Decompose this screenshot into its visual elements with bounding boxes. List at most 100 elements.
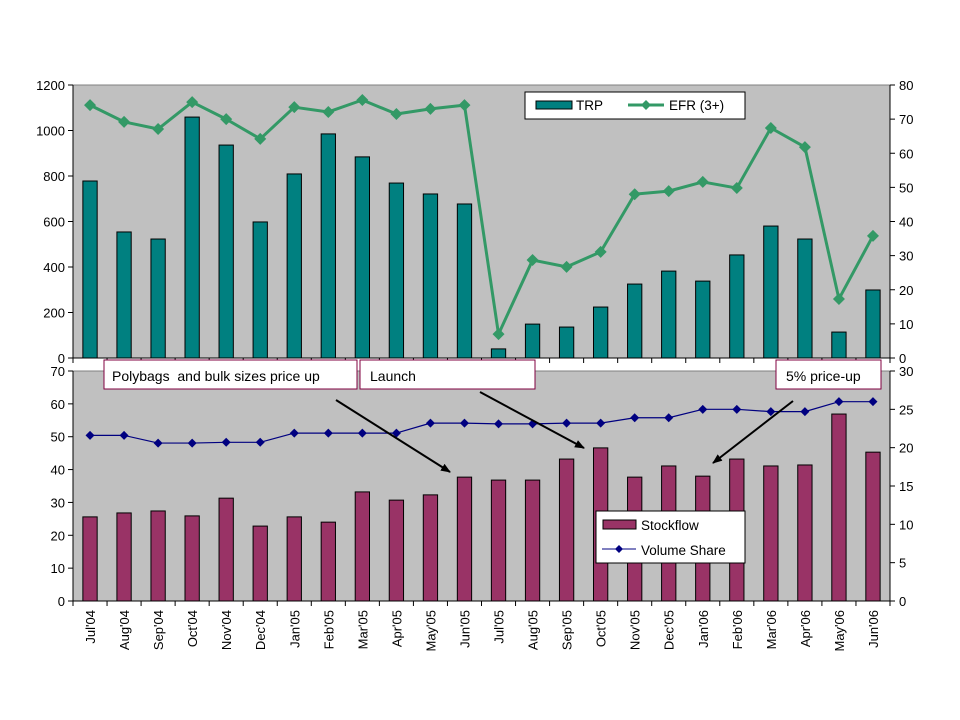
volume-share-point xyxy=(800,407,810,417)
bottom-chart: 0 10 20 30 40 50 60 70 0 5 10 15 20 25 30 Jul'04 Aug'04… xyxy=(51,359,913,652)
x-tick-label: Sep'05 xyxy=(560,610,575,650)
top-left-tick-label: 1200 xyxy=(36,78,65,93)
stockflow-bar xyxy=(184,515,200,602)
trp-bar xyxy=(456,203,473,359)
efr-3-point xyxy=(186,96,199,109)
top-left-tick-label: 400 xyxy=(43,260,65,275)
x-tick-label: Feb'06 xyxy=(730,610,745,649)
top-right-tick-label: 30 xyxy=(899,249,913,264)
legend-marker-efr xyxy=(641,100,651,110)
trp-bar xyxy=(831,331,847,359)
stockflow-bar xyxy=(865,451,881,602)
legend-swatch-trp xyxy=(535,100,573,110)
x-tick-label: Apr'06 xyxy=(798,610,813,647)
bottom-left-tick-label: 40 xyxy=(51,463,65,478)
x-tick-label: Aug'05 xyxy=(526,610,541,650)
bottom-left-tick-label: 60 xyxy=(51,397,65,412)
x-tick-label: Nov'05 xyxy=(628,610,643,650)
trp-bar xyxy=(184,116,200,359)
stockflow-bar xyxy=(286,516,302,602)
x-tick-label: Oct'04 xyxy=(185,610,200,647)
x-tick-label: Sep'04 xyxy=(151,610,166,650)
volume-share-point xyxy=(85,430,95,440)
trp-bar xyxy=(320,133,336,359)
volume-share-line xyxy=(90,401,873,444)
volume-share-point xyxy=(391,428,401,438)
volume-share-point xyxy=(323,428,333,438)
stockflow-bar xyxy=(354,491,371,602)
stockflow-bar xyxy=(252,525,268,602)
volume-share-point xyxy=(425,418,435,428)
bottom-right-tick-label: 20 xyxy=(899,441,913,456)
x-tick-label: Dec'05 xyxy=(662,610,677,650)
volume-share-point xyxy=(596,418,606,428)
volume-share-point xyxy=(289,428,299,438)
x-tick-label: Aug'04 xyxy=(117,610,132,650)
stockflow-bar xyxy=(218,497,234,602)
volume-share-point xyxy=(187,438,197,448)
stockflow-bar xyxy=(763,465,779,602)
volume-share-point xyxy=(766,407,776,417)
trp-bar xyxy=(865,289,881,359)
stockflow-bar xyxy=(558,458,575,602)
bottom-left-tick-label: 0 xyxy=(58,594,65,609)
top-left-tick-label: 0 xyxy=(58,351,65,366)
efr-3-point xyxy=(866,229,879,242)
trp-bar xyxy=(490,348,507,359)
x-tick-label: Apr'05 xyxy=(389,610,404,647)
efr-3-point xyxy=(84,99,97,112)
legend-label-efr: EFR (3+) xyxy=(669,98,724,113)
trp-bar xyxy=(627,283,643,359)
stockflow-bar xyxy=(831,413,847,602)
bottom-plot-area xyxy=(72,370,891,602)
annotation-launch: Launch xyxy=(359,359,585,449)
stockflow-bar xyxy=(797,464,813,602)
annotation-launch-arrow xyxy=(479,391,585,449)
annotation-polybags-text: Polybags and bulk sizes price up xyxy=(112,368,320,384)
efr-3-point xyxy=(254,132,267,145)
legend-label-volume-share: Volume Share xyxy=(641,543,726,558)
efr-3-line xyxy=(89,98,875,336)
bottom-left-tick-label: 10 xyxy=(51,561,65,576)
annotation-price-up-arrow xyxy=(712,400,794,464)
volume-share-point xyxy=(494,419,504,429)
stockflow-bar xyxy=(524,479,541,602)
trp-bar xyxy=(116,231,132,359)
x-tick-label: May'05 xyxy=(423,610,438,652)
annotation-price-up-text: 5% price-up xyxy=(786,368,861,384)
annotation-price-up: 5% price-up xyxy=(712,359,882,464)
trp-bar xyxy=(661,270,677,359)
x-tick-label: Nov'04 xyxy=(219,610,234,650)
x-tick-label: Mar'06 xyxy=(764,610,779,649)
volume-share-point xyxy=(732,404,742,414)
x-tick-label: Jan'05 xyxy=(287,610,302,648)
top-right-tick-label: 60 xyxy=(899,146,913,161)
x-tick-label: Feb'05 xyxy=(321,610,336,649)
volume-share-point xyxy=(255,437,265,447)
bottom-legend: Stockflow Volume Share xyxy=(595,510,746,564)
stockflow-bar xyxy=(150,510,166,602)
volume-share-point xyxy=(868,397,878,407)
top-right-tick-label: 70 xyxy=(899,112,913,127)
stockflow-bar xyxy=(388,499,405,602)
trp-bar xyxy=(729,254,745,359)
efr-3-point xyxy=(390,108,403,121)
efr-3-point xyxy=(492,328,505,341)
volume-share-point xyxy=(357,428,367,438)
x-tick-label: Jan'06 xyxy=(696,610,711,648)
top-right-tick-label: 50 xyxy=(899,180,913,195)
annotation-polybags-arrow xyxy=(335,399,451,473)
top-right-tick-label: 80 xyxy=(899,78,913,93)
volume-share-point xyxy=(698,404,708,414)
annotation-launch-text: Launch xyxy=(370,368,416,384)
volume-share-point xyxy=(119,430,129,440)
efr-3-point xyxy=(696,175,709,188)
trp-bar xyxy=(252,221,268,359)
bottom-right-tick-label: 25 xyxy=(899,402,913,417)
trp-bar xyxy=(388,182,405,359)
top-chart: 0 200 400 600 800 1000 1200 0 10 20 30 40 50 60 70 80 T… xyxy=(36,78,913,366)
trp-bar xyxy=(218,144,234,359)
legend-marker-volume-share xyxy=(615,545,623,553)
bottom-right-tick-label: 15 xyxy=(899,479,913,494)
